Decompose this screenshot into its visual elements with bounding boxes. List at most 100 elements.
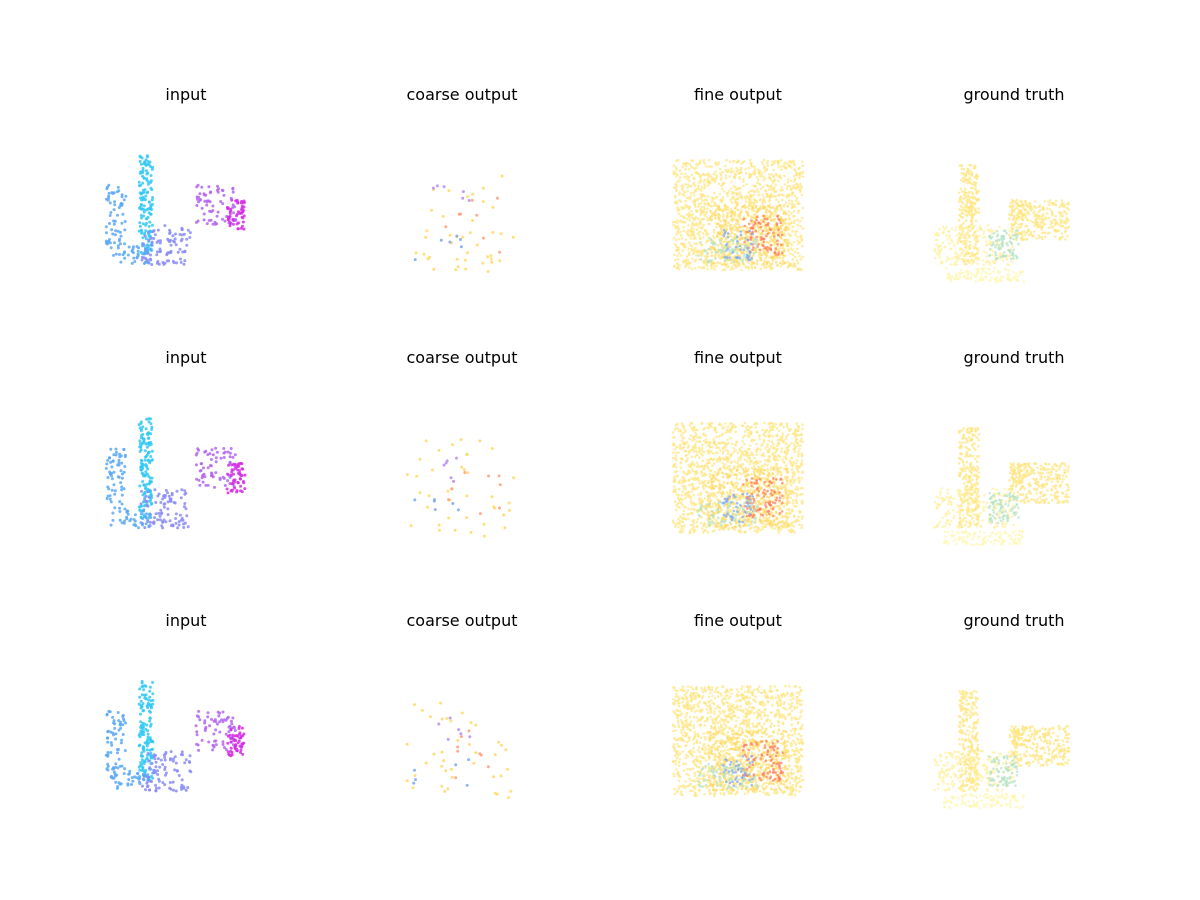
point xyxy=(747,166,751,170)
point xyxy=(140,464,144,468)
point xyxy=(123,519,127,523)
point xyxy=(763,266,766,269)
point xyxy=(178,233,182,236)
point xyxy=(757,482,761,486)
point xyxy=(712,437,715,441)
point xyxy=(737,220,740,224)
point xyxy=(748,456,752,460)
point xyxy=(157,492,161,496)
point xyxy=(692,227,695,231)
point xyxy=(164,520,168,524)
point xyxy=(708,158,711,162)
point xyxy=(968,190,971,193)
point xyxy=(797,251,800,255)
point xyxy=(448,240,452,244)
point xyxy=(431,186,435,190)
point xyxy=(145,445,149,449)
point xyxy=(963,187,967,191)
point xyxy=(147,420,151,424)
point xyxy=(673,463,676,466)
point xyxy=(796,218,799,222)
point xyxy=(209,464,212,467)
point xyxy=(754,426,757,429)
point xyxy=(487,474,491,478)
point xyxy=(671,456,675,460)
point xyxy=(988,253,992,257)
point xyxy=(763,200,767,204)
point xyxy=(123,228,127,232)
point xyxy=(214,460,218,464)
point xyxy=(138,439,142,443)
point xyxy=(784,483,788,487)
point xyxy=(679,461,682,464)
point xyxy=(735,161,738,164)
point xyxy=(724,169,728,172)
point xyxy=(466,251,470,255)
point xyxy=(492,505,496,509)
point xyxy=(763,421,766,425)
point xyxy=(146,230,150,234)
point xyxy=(795,170,798,174)
point xyxy=(797,209,801,212)
point xyxy=(145,177,148,181)
point xyxy=(772,218,776,221)
point xyxy=(679,230,682,234)
point xyxy=(209,458,213,461)
point xyxy=(114,447,118,451)
point xyxy=(116,246,120,250)
point xyxy=(706,180,709,184)
point xyxy=(685,255,689,259)
point xyxy=(970,182,973,186)
point xyxy=(996,269,1000,273)
point xyxy=(784,464,788,467)
point xyxy=(681,207,684,211)
point xyxy=(778,231,782,235)
point xyxy=(764,499,767,502)
point xyxy=(787,214,791,217)
point xyxy=(795,485,799,489)
point xyxy=(426,257,430,261)
point xyxy=(1067,225,1071,228)
point xyxy=(113,241,116,245)
point xyxy=(976,175,980,178)
point xyxy=(768,215,771,219)
point xyxy=(752,209,756,213)
point xyxy=(735,204,739,207)
point xyxy=(1017,274,1020,278)
point xyxy=(685,196,689,200)
point xyxy=(728,160,732,164)
point xyxy=(790,508,794,512)
point xyxy=(481,200,485,203)
point xyxy=(702,223,705,227)
point xyxy=(674,244,678,247)
point xyxy=(960,211,964,215)
point xyxy=(684,162,688,166)
point xyxy=(691,469,695,473)
point xyxy=(742,248,745,252)
point xyxy=(703,255,707,258)
point xyxy=(686,263,690,267)
point xyxy=(727,265,730,268)
point xyxy=(1012,199,1015,203)
point xyxy=(141,517,145,520)
point xyxy=(732,217,736,221)
panel-title: input xyxy=(165,85,207,104)
point xyxy=(707,172,710,175)
point xyxy=(144,486,148,489)
point xyxy=(679,515,682,518)
point xyxy=(1049,220,1053,223)
point xyxy=(796,239,799,242)
point xyxy=(231,455,235,459)
point xyxy=(677,251,681,255)
point xyxy=(801,164,804,167)
point xyxy=(976,269,980,273)
point xyxy=(783,234,786,237)
point xyxy=(490,447,494,450)
point xyxy=(688,179,691,183)
point xyxy=(736,240,739,243)
point xyxy=(240,490,244,494)
point xyxy=(759,205,762,208)
point xyxy=(980,275,983,278)
point xyxy=(680,254,683,257)
point xyxy=(793,219,796,222)
